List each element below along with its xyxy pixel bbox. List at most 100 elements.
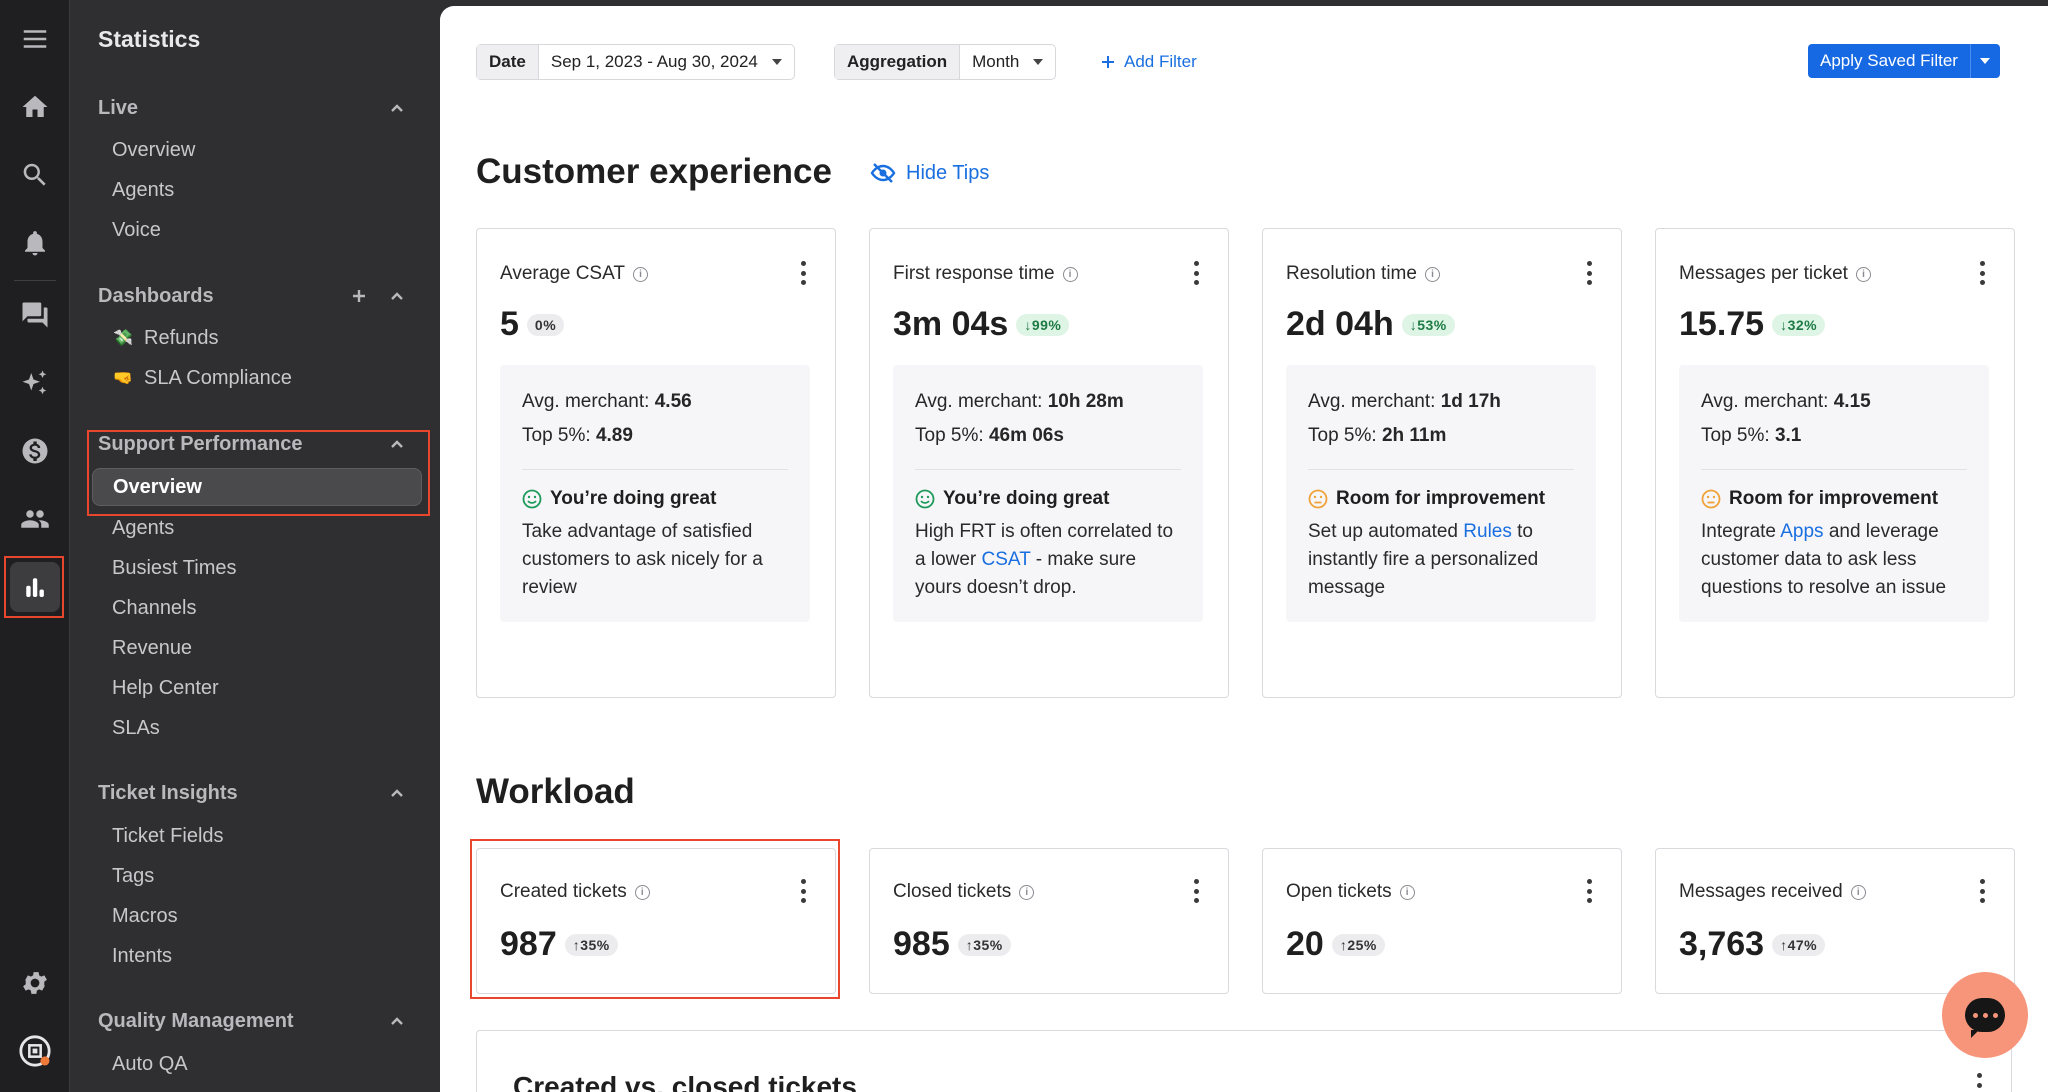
date-filter[interactable]: Date Sep 1, 2023 - Aug 30, 2024 [476, 44, 795, 80]
section-ticket-insights[interactable]: Ticket Insights [98, 778, 418, 808]
aggregation-text: Month [972, 52, 1020, 71]
more-options-icon[interactable] [799, 261, 807, 285]
settings-gear-icon[interactable] [10, 958, 60, 1008]
sidebar-item-revenue[interactable]: Revenue [112, 636, 193, 659]
sidebar-item-live-overview[interactable]: Overview [112, 138, 196, 161]
merchant-label: Avg. merchant: [1701, 391, 1829, 412]
metric-card-resolution-time: Resolution time i 2d 04h ↓53% Avg. merchan… [1262, 228, 1622, 698]
merchant-label: Avg. merchant: [1308, 391, 1436, 412]
info-icon[interactable]: i [1850, 884, 1866, 900]
statistics-icon[interactable] [10, 562, 60, 612]
section-support-performance[interactable]: Support Performance [98, 429, 418, 459]
home-icon[interactable] [10, 82, 60, 132]
more-options-icon[interactable] [1192, 261, 1200, 285]
add-filter-label: Add Filter [1124, 52, 1197, 71]
info-icon[interactable]: i [1399, 884, 1415, 900]
apps-link[interactable]: Apps [1780, 521, 1824, 542]
sidebar-item-ticket-fields[interactable]: Ticket Fields [112, 824, 224, 847]
merchant-value: 10h 28m [1047, 391, 1124, 412]
metric-value: 987 [500, 925, 557, 963]
caret-down-icon [1033, 59, 1044, 65]
sidebar-item-sla-compliance[interactable]: 🤜 SLA Compliance [112, 360, 442, 396]
merchant-label: Avg. merchant: [915, 391, 1043, 412]
date-filter-label: Date [477, 45, 539, 79]
chat-widget-button[interactable] [1942, 972, 2028, 1058]
rules-link[interactable]: Rules [1463, 521, 1512, 542]
section-quality-management[interactable]: Quality Management [98, 1006, 418, 1036]
more-options-icon[interactable] [799, 879, 807, 903]
status-text: Room for improvement [1729, 488, 1939, 509]
dollar-icon[interactable] [10, 426, 60, 476]
sidebar-item-tags[interactable]: Tags [112, 864, 155, 887]
merchant-value: 4.56 [654, 391, 692, 412]
icon-rail [0, 0, 70, 1092]
card-title: Average CSAT [500, 263, 625, 284]
sidebar-item-live-voice[interactable]: Voice [112, 218, 161, 241]
bell-icon[interactable] [10, 218, 60, 268]
more-options-icon[interactable] [1585, 261, 1593, 285]
user-avatar-icon[interactable] [10, 1026, 60, 1076]
more-options-icon[interactable] [1585, 879, 1593, 903]
card-title: Open tickets [1286, 881, 1392, 902]
sidebar-item-help-center[interactable]: Help Center [112, 676, 219, 699]
fist-emoji-icon: 🤜 [113, 370, 133, 387]
section-live-label: Live [98, 96, 139, 119]
sidebar-item-slas[interactable]: SLAs [112, 716, 160, 739]
menu-icon[interactable] [10, 14, 60, 64]
metric-value: 3m 04s [893, 305, 1009, 343]
meh-face-icon [1308, 489, 1328, 509]
info-icon[interactable]: i [1019, 884, 1035, 900]
more-options-icon[interactable] [1978, 261, 1986, 285]
info-icon[interactable]: i [1424, 266, 1440, 282]
csat-link[interactable]: CSAT [981, 549, 1031, 570]
sidebar-item-support-agents[interactable]: Agents [112, 516, 175, 539]
apply-saved-filter-button[interactable]: Apply Saved Filter [1808, 44, 2000, 78]
section-dashboards[interactable]: Dashboards [98, 281, 418, 311]
smile-icon [522, 489, 542, 509]
section-live[interactable]: Live [98, 93, 418, 123]
info-icon[interactable]: i [632, 266, 648, 282]
money-emoji-icon: 💸 [113, 330, 133, 347]
smile-icon [915, 489, 935, 509]
sidebar-item-busiest-times[interactable]: Busiest Times [112, 556, 237, 579]
apply-saved-filter-dropdown[interactable] [1969, 44, 2000, 78]
card-title: Created tickets [500, 881, 627, 902]
sidebar-item-live-agents[interactable]: Agents [112, 178, 175, 201]
hide-tips-button[interactable]: Hide Tips [870, 158, 989, 188]
chat-icon[interactable] [10, 290, 60, 340]
sidebar-item-macros[interactable]: Macros [112, 904, 178, 927]
info-icon[interactable]: i [1855, 266, 1871, 282]
date-filter-value[interactable]: Sep 1, 2023 - Aug 30, 2024 [539, 45, 794, 79]
add-filter-button[interactable]: Add Filter [1100, 44, 1197, 80]
more-options-icon[interactable] [1978, 879, 1986, 903]
sidebar-item-channels[interactable]: Channels [112, 596, 197, 619]
sidebar-item-intents[interactable]: Intents [112, 944, 173, 967]
info-icon[interactable]: i [634, 884, 650, 900]
sidebar-item-auto-qa[interactable]: Auto QA [112, 1052, 188, 1075]
chevron-up-icon [391, 1017, 403, 1025]
add-dashboard-plus-icon[interactable] [352, 289, 366, 303]
metric-card-closed-tickets: Closed tickets i 985 ↑35% [869, 848, 1229, 994]
search-icon[interactable] [10, 150, 60, 200]
metric-card-messages-per-ticket: Messages per ticket i 15.75 ↓32% Avg. merc… [1655, 228, 2015, 698]
metric-card-created-tickets: Created tickets i 987 ↑35% [476, 848, 836, 994]
created-vs-closed-title: Created vs. closed tickets [513, 1071, 857, 1092]
sidebar-item-refunds[interactable]: 💸 Refunds [112, 320, 442, 356]
aggregation-filter[interactable]: Aggregation Month [834, 44, 1057, 80]
eye-off-icon [870, 163, 896, 183]
top-label: Top 5%: [1308, 425, 1377, 446]
users-icon[interactable] [10, 494, 60, 544]
more-options-icon[interactable] [1975, 1073, 1983, 1092]
sidebar-item-support-overview[interactable]: Overview [92, 468, 422, 506]
ai-sparkle-icon[interactable] [10, 358, 60, 408]
chevron-up-icon [391, 292, 403, 300]
more-options-icon[interactable] [1192, 879, 1200, 903]
metric-value: 5 [500, 305, 519, 343]
info-icon[interactable]: i [1062, 266, 1078, 282]
caret-down-icon [1980, 58, 1991, 64]
section-insights-label: Ticket Insights [98, 781, 238, 804]
metric-card-open-tickets: Open tickets i 20 ↑25% [1262, 848, 1622, 994]
benchmark-tip: Avg. merchant: 4.56 Top 5%: 4.89 You’re … [500, 365, 810, 622]
main-content: Date Sep 1, 2023 - Aug 30, 2024 Aggregat… [440, 6, 2048, 1092]
aggregation-filter-value[interactable]: Month [960, 45, 1055, 79]
